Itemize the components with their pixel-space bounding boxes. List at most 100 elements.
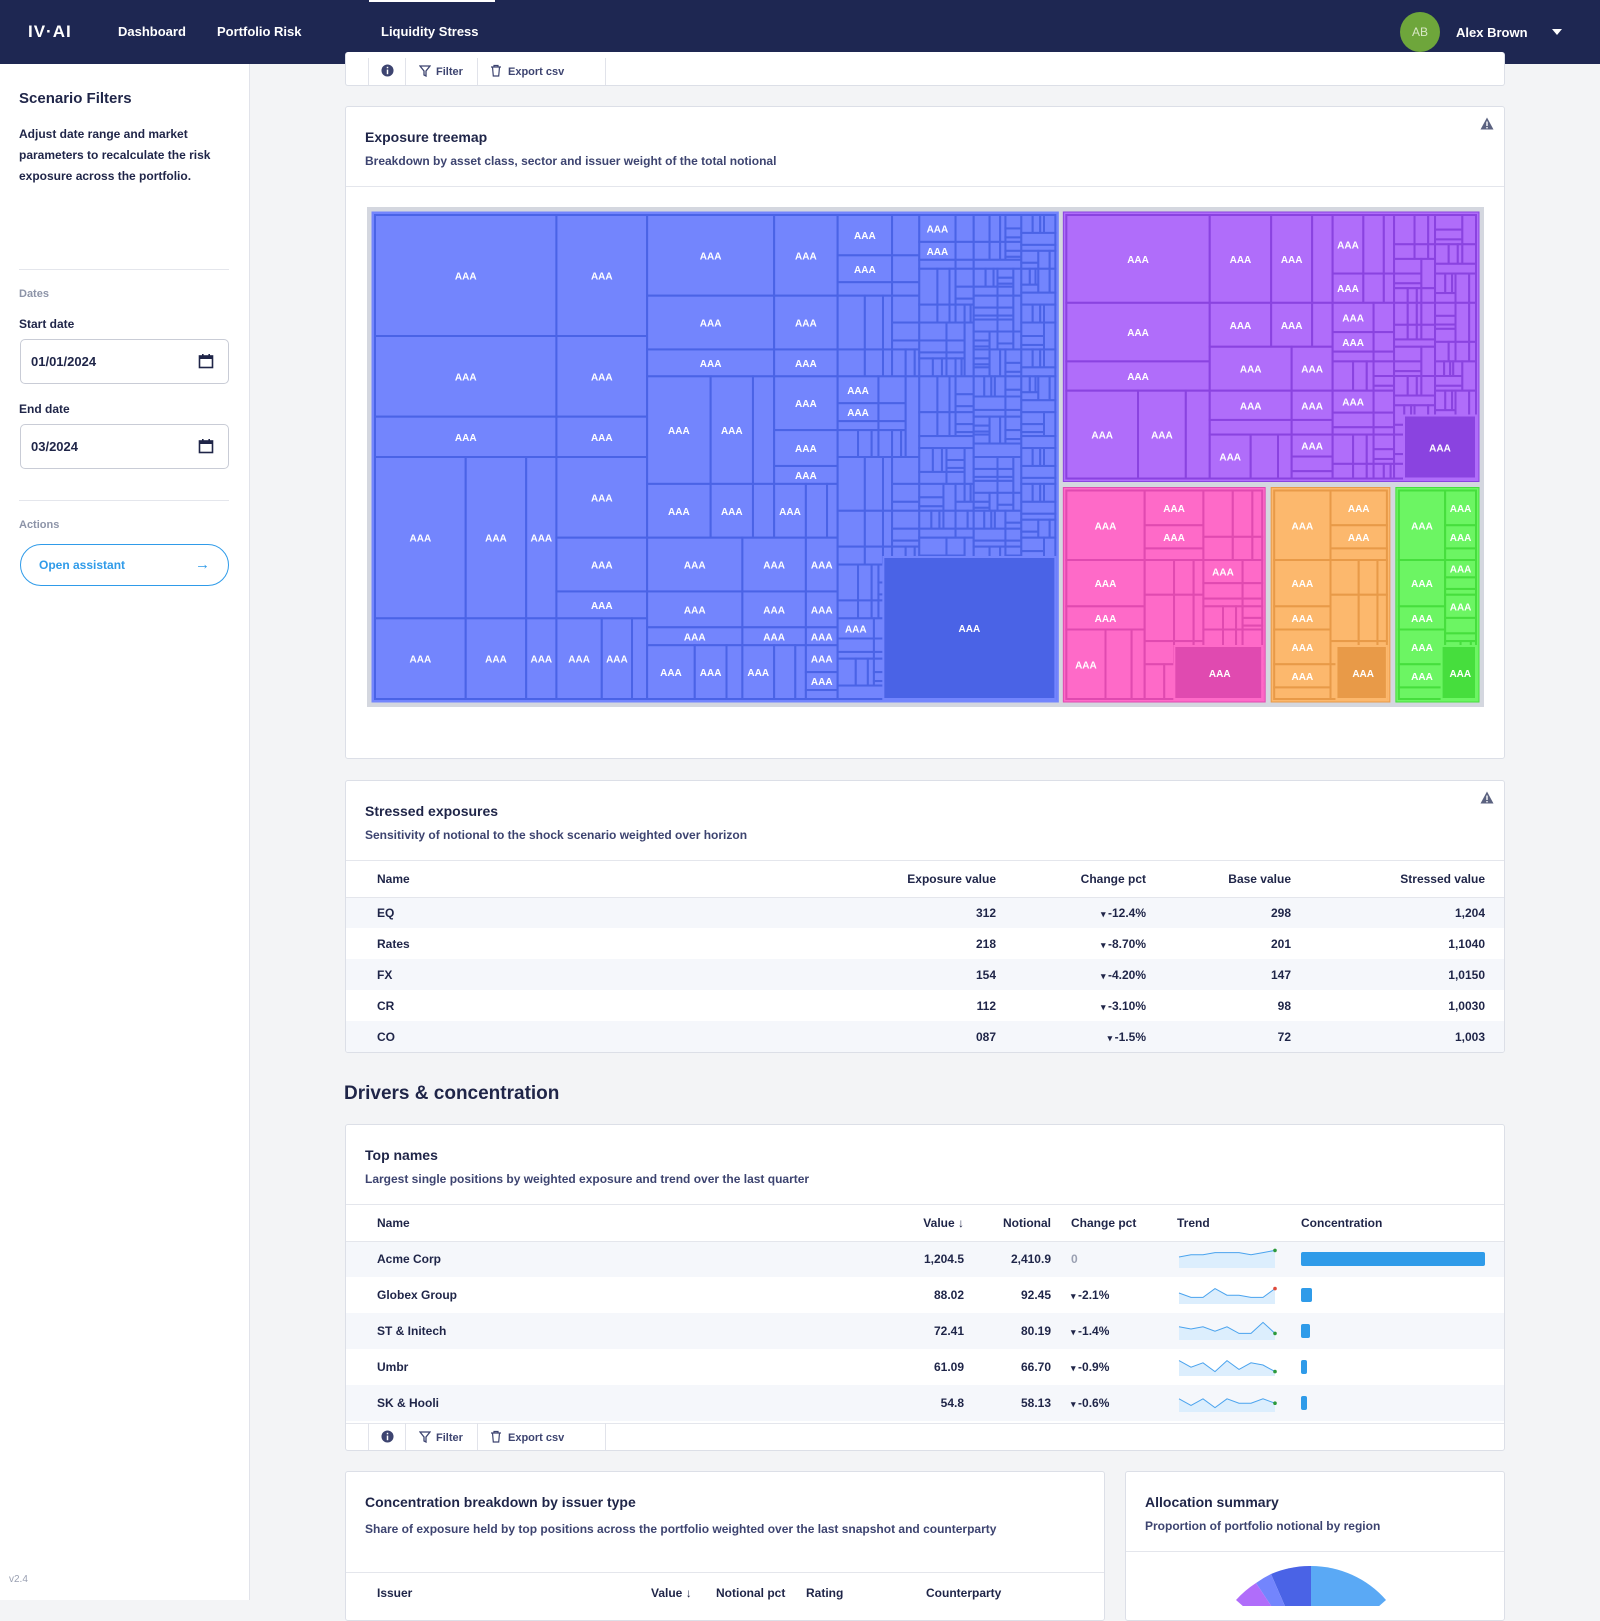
treemap-cell[interactable]	[881, 509, 894, 548]
table-row[interactable]: CR 112-3.10% 98 1,0030	[346, 990, 1504, 1021]
treemap-cell-highlight[interactable]	[882, 556, 1057, 700]
treemap-cell[interactable]	[1249, 433, 1279, 480]
treemap-cell[interactable]	[374, 617, 467, 701]
treemap-cell[interactable]	[918, 339, 948, 354]
column-header[interactable]: Exposure value	[766, 861, 996, 898]
treemap-cell[interactable]	[1012, 267, 1023, 297]
treemap-cell[interactable]	[600, 617, 634, 701]
treemap-cell[interactable]	[1372, 448, 1396, 460]
treemap-cell[interactable]	[870, 429, 880, 459]
treemap-cell[interactable]	[1048, 249, 1057, 270]
treemap-cell[interactable]	[1143, 547, 1205, 561]
treemap-cell[interactable]	[1406, 287, 1418, 304]
treemap-cell[interactable]	[1397, 686, 1447, 700]
treemap-cell[interactable]	[1406, 323, 1418, 341]
treemap-cell[interactable]	[918, 303, 939, 324]
treemap-cell[interactable]	[1020, 399, 1057, 414]
treemap-cell[interactable]	[1065, 389, 1140, 480]
treemap-cell[interactable]	[881, 348, 894, 378]
treemap-cell[interactable]	[1043, 411, 1057, 438]
treemap-cell[interactable]	[1468, 301, 1478, 343]
treemap-cell[interactable]	[1376, 593, 1388, 643]
treemap-cell[interactable]	[1004, 375, 1023, 391]
treemap-cell[interactable]	[1065, 559, 1146, 608]
treemap-cell[interactable]	[1420, 323, 1437, 341]
treemap-cell[interactable]	[374, 335, 558, 418]
treemap-cell[interactable]	[863, 545, 884, 566]
treemap-cell[interactable]	[945, 447, 966, 461]
treemap-cell[interactable]	[1362, 214, 1385, 275]
warning-icon[interactable]	[1480, 791, 1494, 804]
treemap-cell[interactable]	[1020, 500, 1057, 515]
treemap-cell[interactable]	[1043, 482, 1057, 503]
treemap-cell[interactable]	[836, 375, 880, 405]
pie-slice[interactable]	[1256, 1574, 1311, 1606]
treemap-cell[interactable]	[646, 294, 776, 351]
treemap-cell[interactable]	[804, 536, 839, 593]
treemap-cell[interactable]	[1434, 360, 1446, 378]
treemap-cell[interactable]	[1434, 243, 1450, 265]
info-button[interactable]	[368, 58, 406, 85]
treemap-cell[interactable]	[918, 375, 939, 414]
treemap-cell[interactable]	[1393, 323, 1409, 341]
treemap-cell[interactable]	[904, 375, 921, 458]
treemap-cell[interactable]	[1192, 559, 1205, 596]
treemap-cell[interactable]	[1393, 404, 1406, 426]
treemap-cell[interactable]	[1020, 435, 1057, 450]
treemap-cell[interactable]	[996, 306, 1015, 317]
treemap-cell[interactable]	[1420, 301, 1437, 326]
treemap-cell[interactable]	[996, 318, 1015, 333]
treemap-cell[interactable]	[1352, 360, 1368, 392]
treemap-cell[interactable]	[870, 563, 880, 602]
treemap-cell[interactable]	[836, 420, 880, 432]
treemap-cell[interactable]	[1020, 249, 1040, 264]
treemap-cell[interactable]	[836, 348, 866, 378]
open-assistant-button[interactable]: Open assistant →	[20, 544, 229, 586]
treemap-cell[interactable]	[1202, 605, 1225, 631]
treemap-cell[interactable]	[931, 357, 943, 378]
treemap-cell[interactable]	[891, 456, 921, 485]
treemap-cell[interactable]	[1393, 360, 1423, 373]
treemap-cell[interactable]	[945, 321, 966, 342]
treemap-cell[interactable]	[1043, 303, 1057, 324]
treemap-cell[interactable]	[1372, 301, 1396, 334]
treemap-cell[interactable]	[996, 267, 1015, 279]
treemap-cell[interactable]	[1037, 518, 1051, 539]
treemap-cell[interactable]	[1372, 375, 1396, 387]
treemap-cell[interactable]	[1173, 559, 1195, 596]
treemap-cell[interactable]	[1241, 582, 1264, 600]
column-header[interactable]: Change pct	[1051, 1205, 1169, 1242]
treemap-cell[interactable]	[891, 294, 921, 324]
treemap-cell[interactable]	[1143, 593, 1176, 643]
treemap-cell[interactable]	[891, 281, 921, 297]
treemap-cell[interactable]	[1454, 272, 1471, 304]
treemap-cell[interactable]	[794, 644, 807, 701]
treemap-cell[interactable]	[891, 321, 921, 342]
treemap-cell[interactable]	[1043, 447, 1057, 467]
treemap-cell[interactable]	[374, 415, 558, 459]
treemap-cell[interactable]	[804, 689, 839, 701]
treemap-cell[interactable]	[954, 423, 975, 434]
column-header[interactable]: Rating	[806, 1586, 844, 1600]
treemap-cell[interactable]	[942, 482, 957, 512]
treemap-cell[interactable]	[1202, 535, 1234, 562]
treemap-cell[interactable]	[972, 258, 1023, 270]
treemap-cell[interactable]	[646, 214, 776, 297]
end-date-input[interactable]: 03/2024	[20, 424, 229, 469]
treemap-cell[interactable]	[877, 402, 907, 423]
treemap-cell[interactable]	[1020, 291, 1057, 306]
treemap-cell[interactable]	[1331, 433, 1355, 465]
treemap-cell[interactable]	[836, 545, 866, 566]
treemap-cell[interactable]	[1004, 227, 1023, 239]
treemap-cell[interactable]	[1020, 335, 1046, 346]
treemap-cell[interactable]	[1372, 360, 1396, 378]
treemap-cell[interactable]	[1004, 395, 1023, 411]
treemap-cell[interactable]	[1393, 375, 1409, 397]
table-row[interactable]: Rates 218-8.70% 201 1,1040	[346, 928, 1504, 959]
treemap-cell[interactable]	[1020, 411, 1046, 426]
treemap-cell[interactable]	[972, 395, 1007, 411]
treemap-cell[interactable]	[1020, 303, 1034, 324]
treemap-cell[interactable]	[1020, 447, 1034, 467]
treemap-cell[interactable]	[1130, 628, 1146, 700]
